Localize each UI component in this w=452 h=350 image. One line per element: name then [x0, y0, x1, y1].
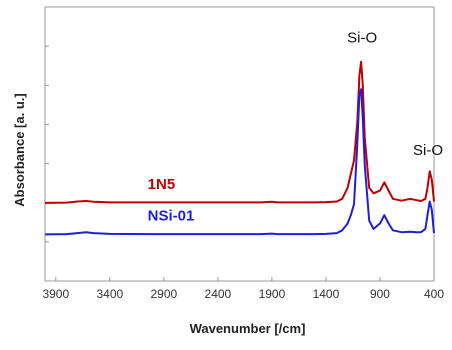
- x-tick-label: 400: [424, 287, 444, 301]
- x-tick-label: 2900: [151, 287, 178, 301]
- x-tick-label: 1900: [259, 287, 286, 301]
- annotations: Si-O Si-O: [347, 30, 443, 159]
- series-labels: 1N5 NSi-01: [148, 176, 195, 225]
- y-axis-ticks: [45, 6, 49, 282]
- plot-border: [44, 6, 435, 282]
- x-tick-label: 1400: [313, 287, 340, 301]
- plot-frame: [44, 6, 435, 282]
- peak-annotation: Si-O: [347, 30, 377, 47]
- x-axis-ticks: 3900 3400 2900 2400 1900 1400 900 400: [42, 277, 444, 301]
- y-axis-title: Absorbance [a. u.]: [12, 93, 27, 206]
- series-label: 1N5: [148, 176, 176, 193]
- series-line-nsi-01: [44, 88, 435, 236]
- peak-annotation: Si-O: [413, 142, 443, 159]
- x-tick-label: 2400: [205, 287, 232, 301]
- x-tick-label: 3900: [42, 287, 69, 301]
- series-line-1n5: [44, 60, 435, 204]
- x-tick-label: 900: [370, 287, 390, 301]
- series-label: NSi-01: [148, 208, 195, 225]
- x-tick-label: 3400: [96, 287, 123, 301]
- x-axis-title: Wavenumber [/cm]: [190, 321, 306, 336]
- series-lines: [44, 60, 435, 236]
